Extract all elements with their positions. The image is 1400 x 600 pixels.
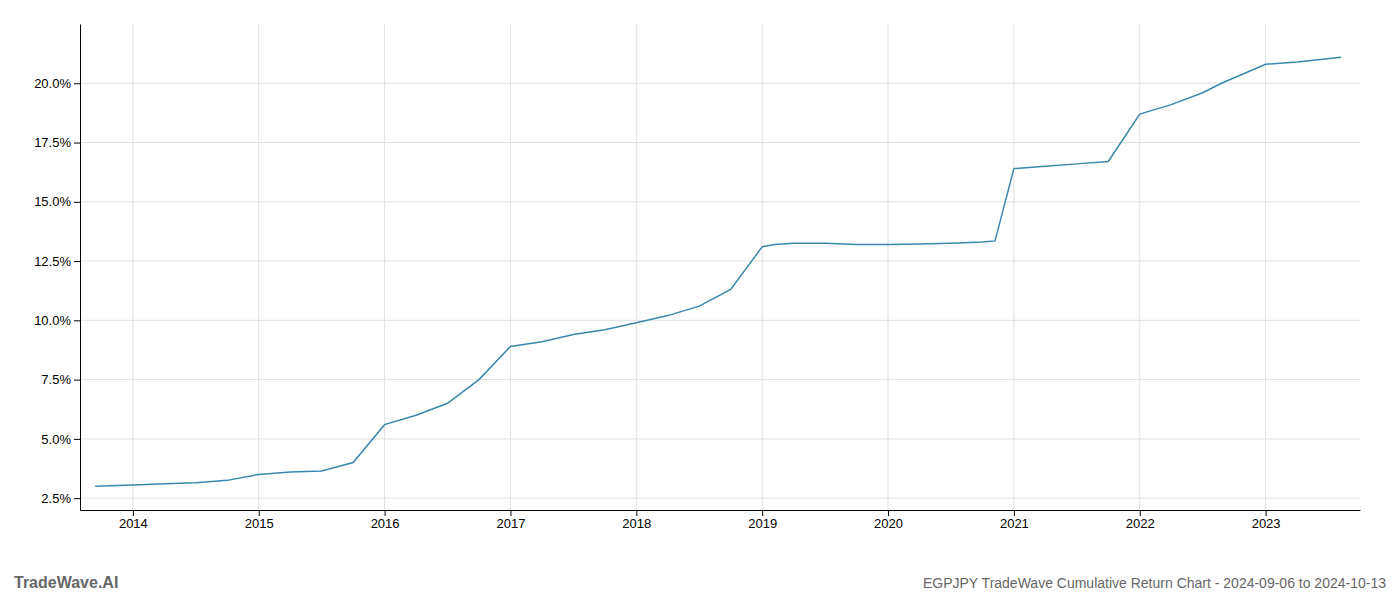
grid-line [1139,24,1140,510]
tick-label: 2016 [371,516,400,531]
chart: 2014 2015 2016 2017 2018 2019 2020 2021 2022 2023… [0,0,1400,600]
tick-mark [888,510,889,516]
title: EGPJPY TradeWave Cumulative Return Chart… [923,575,1386,591]
grid-line [80,379,1360,380]
tick-mark [762,510,763,516]
grid-line [762,24,763,510]
axis-line [81,510,1361,511]
tick: 17.5% [34,135,80,150]
grid [80,24,1360,510]
tick-label: 17.5% [34,135,71,150]
tick-label: 2017 [496,516,525,531]
grid-line [80,438,1360,439]
grid-line [1265,24,1266,510]
x-axis: 2014 2015 2016 2017 2018 2019 2020 2021 2022 2023 [81,510,1361,531]
grid-line [132,24,133,510]
grid-line [80,201,1360,202]
tick-mark [74,83,80,84]
tick: 2020 [874,510,903,531]
tick-label: 2015 [245,516,274,531]
tick: 2018 [622,510,651,531]
tick-mark [74,320,80,321]
tick-mark [74,498,80,499]
grid-line [510,24,511,510]
tick-mark [133,510,134,516]
tick: 15.0% [34,194,80,209]
grid-line [384,24,385,510]
tick-mark [1140,510,1141,516]
tick-label: 2019 [748,516,777,531]
tick-mark [1014,510,1015,516]
grid-line [258,24,259,510]
tick-label: 2023 [1252,516,1281,531]
grid-line [80,320,1360,321]
tick: 2015 [245,510,274,531]
tick: 20.0% [34,76,80,91]
plot: 2014 2015 2016 2017 2018 2019 2020 2021 2022 2023… [34,24,1360,531]
tick-mark [74,439,80,440]
tick-mark [385,510,386,516]
grid-line [888,24,889,510]
axis-line [80,25,81,511]
grid-line [80,261,1360,262]
tick: 2.5% [41,491,80,506]
tick: 2023 [1252,510,1281,531]
watermark: TradeWave.AI [14,574,118,591]
tick-mark [74,261,80,262]
tick-label: 2020 [874,516,903,531]
tick: 10.0% [34,313,80,328]
y-axis: 2.5% 5.0% 7.5% 10.0% 12.5% 15.0% 17.5% 20.0% [34,25,80,511]
grid-line [80,142,1360,143]
tick-label: 20.0% [34,76,71,91]
tick-label: 5.0% [41,432,71,447]
tick-label: 2021 [1000,516,1029,531]
tick: 5.0% [41,432,80,447]
tick-label: 12.5% [34,254,71,269]
tick: 2019 [748,510,777,531]
tick: 12.5% [34,254,80,269]
tick: 2022 [1126,510,1155,531]
grid-line [80,498,1360,499]
tick: 2017 [496,510,525,531]
tick-label: 2.5% [41,491,71,506]
grid-line [80,83,1360,84]
tick-mark [74,143,80,144]
tick-mark [74,380,80,381]
line [95,57,1341,486]
tick: 2014 [119,510,148,531]
tick-mark [510,510,511,516]
tick-mark [259,510,260,516]
tick: 2021 [1000,510,1029,531]
grid-line [1013,24,1014,510]
tick-label: 15.0% [34,194,71,209]
tick-mark [636,510,637,516]
tick-label: 10.0% [34,313,71,328]
marks [95,57,1341,486]
tick-label: 2018 [622,516,651,531]
tick-mark [74,202,80,203]
tick-label: 2014 [119,516,148,531]
tick: 2016 [371,510,400,531]
tick-label: 2022 [1126,516,1155,531]
grid-line [636,24,637,510]
tick-label: 7.5% [41,372,71,387]
tick-mark [1266,510,1267,516]
tick: 7.5% [41,372,80,387]
